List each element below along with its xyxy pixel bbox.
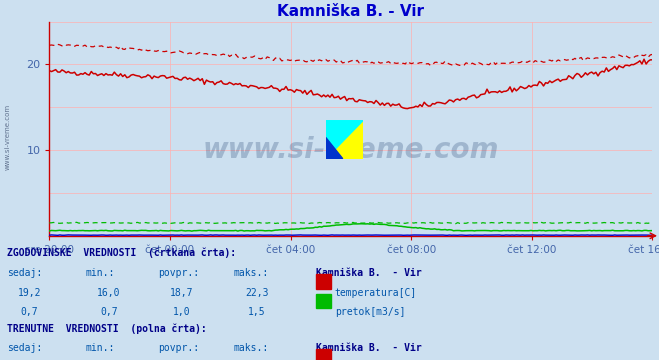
Text: 22,3: 22,3 xyxy=(245,288,269,298)
Polygon shape xyxy=(326,120,364,159)
Bar xyxy=(316,274,331,289)
Polygon shape xyxy=(326,120,364,159)
Text: 19,2: 19,2 xyxy=(18,288,42,298)
Text: sedaj:: sedaj: xyxy=(7,268,42,278)
Text: Kamniška B.  - Vir: Kamniška B. - Vir xyxy=(316,268,422,278)
Text: maks.:: maks.: xyxy=(234,343,269,353)
Text: pretok[m3/s]: pretok[m3/s] xyxy=(335,307,405,317)
Bar xyxy=(316,349,331,360)
Text: www.si-vreme.com: www.si-vreme.com xyxy=(5,104,11,170)
Text: 0,7: 0,7 xyxy=(100,307,117,317)
Text: www.si-vreme.com: www.si-vreme.com xyxy=(203,136,499,164)
Text: TRENUTNE  VREDNOSTI  (polna črta):: TRENUTNE VREDNOSTI (polna črta): xyxy=(7,324,206,334)
Bar xyxy=(316,294,331,308)
Text: Kamniška B.  - Vir: Kamniška B. - Vir xyxy=(316,343,422,353)
Text: min.:: min.: xyxy=(86,268,115,278)
Text: ZGODOVINSKE  VREDNOSTI  (črtkana črta):: ZGODOVINSKE VREDNOSTI (črtkana črta): xyxy=(7,248,236,258)
Text: povpr.:: povpr.: xyxy=(158,268,199,278)
Text: sedaj:: sedaj: xyxy=(7,343,42,353)
Text: 16,0: 16,0 xyxy=(97,288,121,298)
Text: min.:: min.: xyxy=(86,343,115,353)
Text: maks.:: maks.: xyxy=(234,268,269,278)
Polygon shape xyxy=(326,138,343,159)
Text: temperatura[C]: temperatura[C] xyxy=(335,288,417,298)
Text: 1,5: 1,5 xyxy=(248,307,266,317)
Title: Kamniška B. - Vir: Kamniška B. - Vir xyxy=(277,4,424,19)
Text: povpr.:: povpr.: xyxy=(158,343,199,353)
Text: 0,7: 0,7 xyxy=(21,307,38,317)
Text: 1,0: 1,0 xyxy=(173,307,190,317)
Text: 18,7: 18,7 xyxy=(169,288,193,298)
